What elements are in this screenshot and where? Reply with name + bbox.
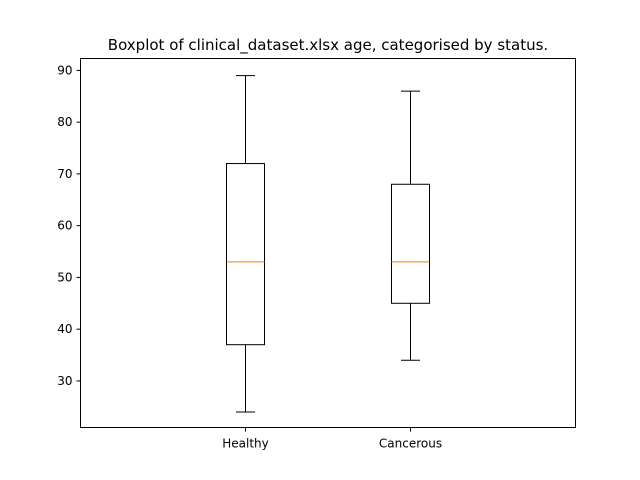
y-tick-label: 70 (57, 167, 72, 181)
y-tick-label: 90 (57, 63, 72, 77)
box-healthy (226, 163, 265, 346)
y-tick-label: 60 (57, 219, 72, 233)
y-tick-label: 30 (57, 374, 72, 388)
chart-title: Boxplot of clinical_dataset.xlsx age, ca… (108, 36, 548, 55)
x-tick-label-healthy: Healthy (222, 437, 269, 451)
y-tick-label: 80 (57, 115, 72, 129)
x-tick-label-cancerous: Cancerous (379, 437, 442, 451)
box-cancerous (391, 183, 430, 304)
y-tick-label: 50 (57, 270, 72, 284)
plot-frame (80, 58, 576, 428)
y-tick-label: 40 (57, 322, 72, 336)
